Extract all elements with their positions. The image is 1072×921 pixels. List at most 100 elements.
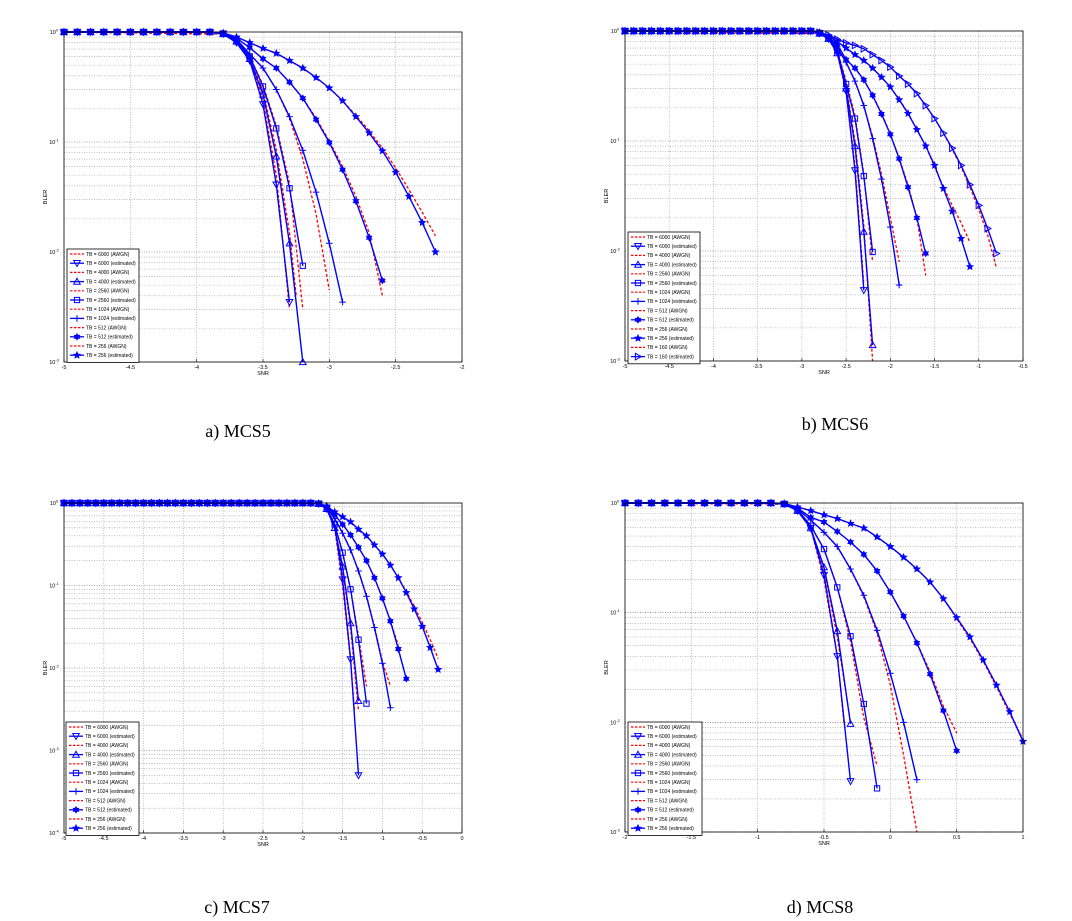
legend-label: TB = 2560 (AWGN) [86,289,130,295]
data-point-pentagram [338,512,347,521]
data-point-triangle-up [346,618,355,627]
x-tick-label: -0.5 [417,836,426,842]
legend-label: TB = 256 (estimated) [86,353,133,359]
data-point-square [834,584,841,591]
legend: TB = 6000 (AWGN) TB = 6000 (estimated) TB … [66,248,140,363]
data-point-hexagram [379,594,386,603]
y-tick-label: 10-2 [610,719,620,727]
legend-entry: TB = 2560 (AWGN) [631,762,691,768]
data-point-plus [860,591,868,599]
legend-entry: TB = 1024 (estimated) [631,298,697,305]
triangle-right-marker-icon [634,352,643,361]
legend-label: TB = 256 (estimated) [85,826,132,832]
x-axis-label: SNR [818,370,830,376]
data-point-triangle-right [931,114,939,123]
data-point-triangle-up [846,719,855,727]
legend-box [65,721,140,836]
x-tick-label: -3.5 [753,364,762,370]
x-tick-label: -3 [221,836,226,842]
data-point-triangle-right [984,224,992,233]
square-marker-icon [73,296,81,304]
data-point-triangle-down [354,772,363,780]
data-point-hexagram [325,138,333,147]
data-point-square [860,700,867,708]
y-tick-label: 10-3 [49,747,59,755]
legend-entry: TB = 6000 (estimated) [70,260,136,268]
data-point-hexagram [299,94,307,103]
data-point-pentagram [877,72,886,81]
x-tick-label: -2.5 [841,364,850,370]
data-point-triangle-down [272,181,281,189]
x-tick-label: -3.5 [258,365,267,371]
legend-entry: TB = 4000 (AWGN) [69,743,129,749]
data-point-pentagram [886,542,895,551]
data-point-hexagram [347,531,354,539]
data-point-triangle-up [868,340,877,349]
data-point-plus [272,86,280,93]
data-point-pentagram [992,680,1001,689]
x-tick-label: -5 [623,364,628,370]
legend-label: TB = 2560 (AWGN) [647,272,691,278]
data-point-triangle-up [850,141,860,150]
data-point-hexagram [312,115,320,124]
legend-label: TB = 1024 (AWGN) [86,307,130,313]
data-point-pentagram [354,524,363,533]
data-point-square [869,248,876,256]
plus-marker-icon [73,315,81,322]
data-point-square [860,172,867,180]
data-point-pentagram [391,167,400,176]
legend-entry: TB = 1024 (estimated) [69,788,135,795]
data-point-pentagram [394,573,403,582]
plus-marker-icon [72,788,80,795]
legend-label: TB = 512 (AWGN) [647,308,688,314]
data-point-pentagram [921,141,930,150]
legend-entry: TB = 6000 (AWGN) [631,725,691,731]
legend-label: TB = 1024 (estimated) [86,316,136,322]
legend-entry: TB = 4000 (estimated) [631,260,697,268]
triangle-down-marker-icon [633,243,643,251]
data-point-pentagram [886,82,895,91]
data-point-hexagram [904,183,912,192]
x-tick-label: -1 [380,836,385,842]
data-point-triangle-right [940,128,948,138]
data-point-triangle-down [859,287,868,295]
legend-entry: TB = 256 (AWGN) [631,817,688,823]
legend-label: TB = 160 (estimated) [647,354,694,360]
data-point-plus [339,529,346,537]
legend-entry: TB = 6000 (AWGN) [631,235,691,241]
square-marker-icon [72,769,80,777]
axes-frame [624,30,1024,362]
data-point-pentagram [346,517,355,526]
data-point-pentagram [979,655,988,664]
data-point-pentagram [930,161,939,169]
data-point-hexagram [365,233,373,242]
data-point-pentagram [965,632,975,641]
triangle-up-marker-icon [71,750,81,758]
data-point-hexagram [900,612,907,621]
data-point-triangle-right [966,180,975,189]
data-point-triangle-up [859,227,868,235]
data-point-triangle-up [258,90,268,98]
legend-entry: TB = 512 (estimated) [631,315,694,324]
x-tick-label: -4.5 [664,364,673,370]
x-tick-label: -3.5 [179,836,188,842]
legend-label: TB = 256 (AWGN) [86,344,127,350]
legend-label: TB = 512 (AWGN) [86,325,127,331]
legend-label: TB = 6000 (AWGN) [647,235,691,241]
data-point-plus [869,135,876,142]
data-point-hexagram [886,130,894,139]
legend-label: TB = 4000 (estimated) [647,752,697,758]
data-point-plus [820,529,828,536]
data-point-plus [312,188,320,196]
legend-entry: TB = 256 (estimated) [631,823,694,832]
data-point-hexagram [878,110,885,118]
legend-label: TB = 4000 (AWGN) [85,743,129,749]
data-point-hexagram [940,706,947,715]
data-point-square [847,633,854,640]
legend-entry: TB = 4000 (AWGN) [631,253,691,259]
x-tick-label: -2 [623,835,628,841]
x-tick-label: 0.5 [953,835,961,841]
legend-entry: TB = 256 (AWGN) [69,817,126,823]
legend-label: TB = 6000 (estimated) [647,734,697,740]
data-point-square [851,115,859,122]
